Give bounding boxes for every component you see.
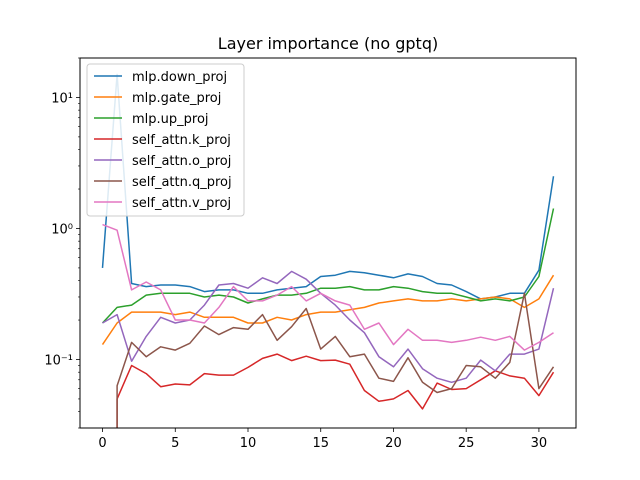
legend-label-mlp-gate-proj: mlp.gate_proj [132,91,221,106]
x-tick-label: 0 [98,436,106,451]
legend-label-self-attn-v-proj: self_attn.v_proj [132,196,231,211]
series-lines [101,73,555,428]
x-tick-label: 5 [171,436,179,451]
legend-label-self-attn-o-proj: self_attn.o_proj [132,154,231,169]
x-tick-label: 25 [458,436,475,451]
x-tick-label: 10 [240,436,257,451]
y-tick-label: 10¹ [51,91,73,106]
legend: mlp.down_proj mlp.gate_proj mlp.up_projsel… [86,63,245,217]
series-line-mlp-gate-proj [101,274,555,346]
series-line-self-attn-q-proj [116,292,555,428]
legend-label-self-attn-q-proj: self_attn.q_proj [132,175,232,190]
x-axis: 0 5 10 15 20 25 30 [98,428,547,451]
series-line-self-attn-o-proj [102,270,555,384]
x-tick-label: 30 [531,436,548,451]
chart-title: Layer importance (no gptq) [218,34,438,53]
x-tick-label: 20 [385,436,402,451]
series-line-mlp-up-proj [101,208,555,324]
series-line-self-attn-k-proj [116,353,555,428]
legend-label-mlp-up-proj: mlp.up_proj [132,112,209,127]
legend-label-self-attn-k-proj: self_attn.k_proj [132,133,231,148]
x-tick-label: 15 [312,436,329,451]
legend-label-mlp-down-proj: mlp.down_proj [132,70,227,85]
series-line-mlp-down-proj [101,73,555,300]
plot-frame [79,57,577,429]
y-axis: 10⁻¹ 10⁰ 10¹ [44,57,80,429]
y-tick-label: 10⁰ [51,222,73,237]
series-line-self-attn-v-proj [102,223,554,351]
y-tick-label: 10⁻¹ [44,353,73,368]
legend-box [86,63,245,217]
